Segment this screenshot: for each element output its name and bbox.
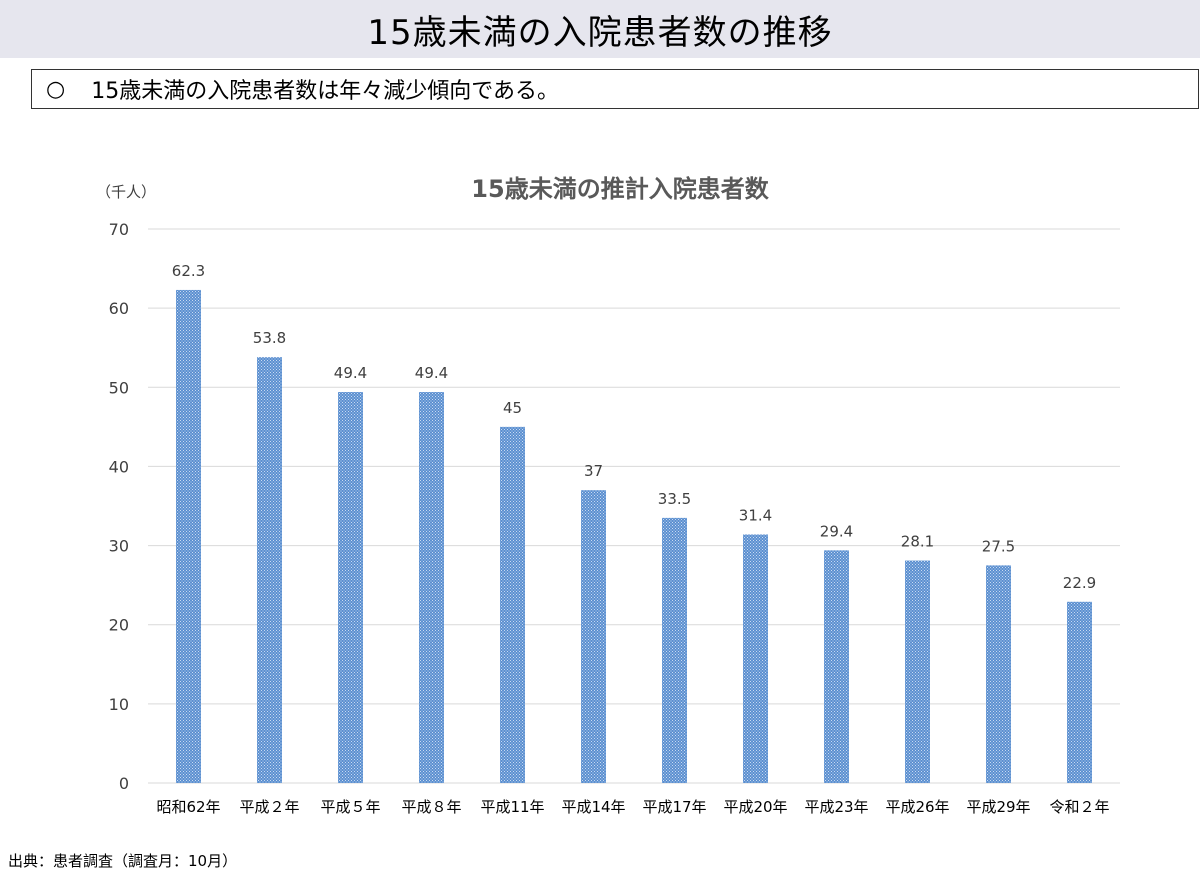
data-label: 53.8 bbox=[253, 329, 286, 347]
bar bbox=[419, 392, 444, 783]
bar bbox=[986, 565, 1011, 783]
x-tick-label: 平成26年 bbox=[885, 798, 949, 816]
data-label: 31.4 bbox=[739, 506, 772, 524]
bar bbox=[500, 426, 525, 783]
bar bbox=[257, 357, 282, 783]
y-tick-label: 10 bbox=[109, 695, 129, 714]
bullet-circle: ○ bbox=[46, 76, 66, 102]
bar bbox=[176, 289, 201, 783]
x-tick-label: 平成29年 bbox=[966, 798, 1030, 816]
y-tick-label: 30 bbox=[109, 537, 129, 556]
x-tick-label: 平成８年 bbox=[401, 798, 461, 816]
gridlines bbox=[148, 228, 1120, 784]
data-labels: 62.3 53.8 49.4 49.4 45 37 33.5 31.4 29.4 28.1 27.5… bbox=[172, 262, 1096, 592]
x-tick-label: 平成５年 bbox=[320, 798, 380, 816]
data-label: 37 bbox=[584, 462, 603, 480]
y-axis-unit-label: （千人） bbox=[96, 183, 156, 201]
y-axis-ticks: 0 10 20 30 40 50 60 70 bbox=[109, 220, 129, 793]
y-tick-label: 0 bbox=[119, 774, 129, 793]
data-label: 49.4 bbox=[415, 364, 448, 382]
x-tick-label: 平成17年 bbox=[642, 798, 706, 816]
data-label: 28.1 bbox=[901, 533, 934, 551]
data-label: 29.4 bbox=[820, 522, 853, 540]
data-label: 45 bbox=[503, 399, 522, 417]
summary-text: 15歳未満の入院患者数は年々減少傾向である。 bbox=[91, 79, 559, 104]
y-tick-label: 40 bbox=[109, 457, 129, 476]
x-tick-label: 平成14年 bbox=[561, 798, 625, 816]
x-tick-label: 令和２年 bbox=[1049, 798, 1109, 816]
bar bbox=[581, 490, 606, 783]
x-tick-label: 平成11年 bbox=[480, 798, 544, 816]
data-label: 49.4 bbox=[334, 364, 367, 382]
data-label: 33.5 bbox=[658, 490, 691, 508]
summary-box: ○ 15歳未満の入院患者数は年々減少傾向である。 bbox=[31, 69, 1199, 109]
data-label: 62.3 bbox=[172, 262, 205, 280]
bar bbox=[1067, 601, 1092, 783]
y-tick-label: 60 bbox=[109, 299, 129, 318]
page-title: 15歳未満の入院患者数の推移 bbox=[367, 12, 833, 53]
bar bbox=[743, 534, 768, 783]
bars bbox=[176, 289, 1092, 783]
y-tick-label: 50 bbox=[109, 378, 129, 397]
y-tick-label: 20 bbox=[109, 616, 129, 635]
chart-title: 15歳未満の推計入院患者数 bbox=[471, 175, 769, 203]
bar bbox=[905, 560, 930, 783]
x-axis-ticks: 昭和62年 平成２年 平成５年 平成８年 平成11年 平成14年 平成17年 平成20年 平成2… bbox=[156, 798, 1109, 816]
bar bbox=[338, 392, 363, 783]
x-tick-label: 平成23年 bbox=[804, 798, 868, 816]
x-tick-label: 平成２年 bbox=[239, 798, 299, 816]
source-note: 出典：患者調査（調査月：10月） bbox=[8, 852, 238, 870]
bar bbox=[662, 517, 687, 783]
data-label: 22.9 bbox=[1063, 574, 1096, 592]
bar bbox=[824, 550, 849, 783]
title-bar: 15歳未満の入院患者数の推移 bbox=[0, 0, 1200, 58]
data-label: 27.5 bbox=[982, 537, 1015, 555]
x-tick-label: 昭和62年 bbox=[156, 798, 220, 816]
x-tick-label: 平成20年 bbox=[723, 798, 787, 816]
y-tick-label: 70 bbox=[109, 220, 129, 239]
